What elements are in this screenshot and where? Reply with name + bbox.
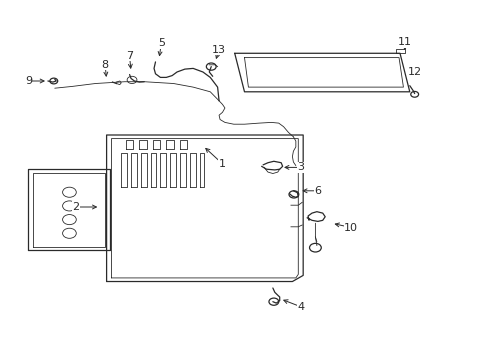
Text: 8: 8: [102, 60, 108, 70]
Text: 3: 3: [297, 162, 304, 172]
Text: 2: 2: [72, 202, 79, 212]
Text: 7: 7: [126, 51, 133, 61]
Text: 6: 6: [314, 186, 321, 196]
Text: 11: 11: [397, 37, 411, 48]
Text: 12: 12: [407, 67, 421, 77]
Text: 4: 4: [297, 302, 304, 312]
Text: 1: 1: [219, 159, 225, 169]
Text: 9: 9: [25, 76, 32, 86]
Text: 13: 13: [212, 45, 225, 55]
Text: 5: 5: [158, 38, 164, 48]
Text: 10: 10: [344, 222, 357, 233]
